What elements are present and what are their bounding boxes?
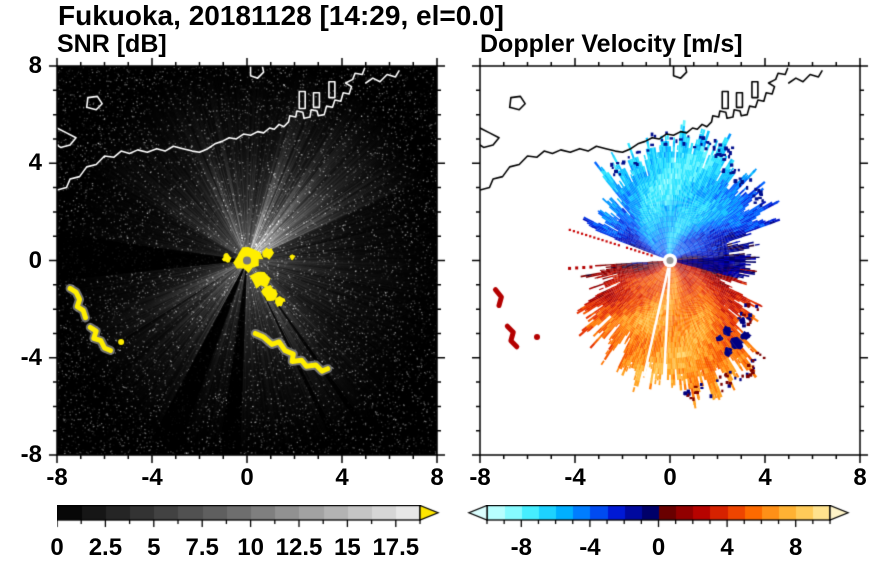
snr-y-tick-label: 4 [28, 149, 42, 177]
snr-colorbar-label: 15 [334, 534, 361, 561]
velocity-colorbar-label: 8 [789, 534, 803, 561]
snr-x-tick-label: -4 [141, 464, 163, 491]
snr-panel-canvas [47, 56, 447, 465]
velocity-x-tick-label: -8 [469, 464, 491, 491]
velocity-colorbar-canvas [467, 505, 863, 535]
snr-x-tick-label: 4 [335, 464, 349, 491]
velocity-x-tick-label: -4 [564, 464, 586, 491]
velocity-panel-canvas [470, 56, 870, 465]
snr-y-tick-label: 8 [28, 52, 42, 79]
velocity-colorbar-label: -4 [579, 534, 601, 561]
velocity-colorbar-label: -8 [510, 534, 532, 561]
velocity-x-tick-label: 4 [758, 464, 772, 491]
snr-colorbar-label: 7.5 [185, 534, 219, 561]
snr-colorbar-label: 17.5 [372, 534, 420, 561]
velocity-x-tick-label: 8 [853, 464, 867, 491]
snr-panel-title: SNR [dB] [57, 30, 167, 58]
velocity-x-tick-label: 0 [663, 464, 677, 491]
snr-colorbar-label: 12.5 [275, 534, 323, 561]
velocity-panel-title: Doppler Velocity [m/s] [480, 30, 743, 58]
snr-colorbar-label: 10 [237, 534, 264, 561]
snr-x-tick-label: 0 [240, 464, 254, 491]
snr-colorbar-label: 5 [147, 534, 161, 561]
snr-y-tick-label: 0 [28, 246, 42, 274]
snr-x-tick-label: -8 [46, 464, 68, 491]
velocity-colorbar-label: 4 [720, 534, 734, 561]
snr-colorbar-label: 0 [50, 534, 64, 561]
velocity-colorbar-label: 0 [651, 534, 666, 561]
snr-y-tick-label: -4 [20, 343, 42, 371]
snr-x-tick-label: 8 [430, 464, 444, 491]
snr-colorbar-canvas [57, 505, 442, 535]
figure-title: Fukuoka, 20181128 [14:29, el=0.0] [58, 0, 504, 31]
snr-y-tick-label: -8 [20, 441, 42, 468]
snr-colorbar-label: 2.5 [88, 534, 123, 561]
